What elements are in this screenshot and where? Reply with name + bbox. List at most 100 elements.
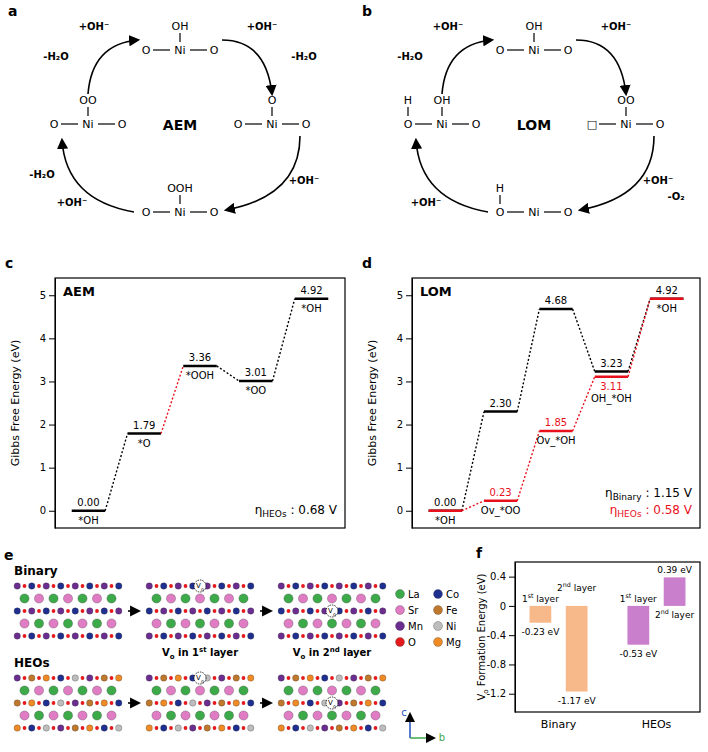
atom bbox=[169, 701, 173, 705]
atom bbox=[37, 726, 41, 730]
text-part: O bbox=[302, 118, 311, 131]
connector bbox=[517, 309, 539, 412]
atom bbox=[169, 676, 173, 680]
atom-label: O bbox=[234, 118, 243, 131]
atom bbox=[184, 584, 188, 588]
text-part: O bbox=[142, 44, 151, 57]
bar bbox=[664, 577, 686, 606]
atom bbox=[242, 726, 246, 730]
legend-swatch bbox=[434, 606, 443, 615]
atom bbox=[287, 609, 291, 613]
axis-arrow bbox=[409, 714, 411, 738]
text-part: OH bbox=[172, 20, 189, 33]
tick-label: 1 bbox=[40, 462, 46, 473]
atom bbox=[78, 711, 87, 720]
atom bbox=[219, 675, 225, 681]
atom bbox=[380, 675, 386, 681]
atom bbox=[29, 725, 35, 731]
text-part: -H₂O bbox=[29, 169, 54, 180]
bond bbox=[544, 49, 561, 50]
row-label: HEOs bbox=[14, 656, 50, 670]
atom-label: Ni bbox=[266, 118, 277, 131]
tick: 0 bbox=[500, 601, 515, 612]
atom bbox=[345, 676, 349, 680]
atom bbox=[278, 608, 284, 614]
text-part: 3.11 bbox=[600, 381, 622, 392]
data-label: 0.00 bbox=[434, 497, 456, 508]
atom bbox=[345, 701, 349, 705]
text-part: Co bbox=[446, 589, 459, 600]
annotation-subscript: HEOs bbox=[262, 509, 287, 519]
atom bbox=[63, 711, 72, 720]
atom bbox=[58, 608, 64, 614]
atom bbox=[95, 676, 99, 680]
text-part: 0.00 bbox=[77, 497, 99, 508]
annotation-subscript: HEOs bbox=[617, 509, 642, 519]
text-part: O bbox=[50, 118, 59, 131]
atom bbox=[161, 583, 167, 589]
text-part: 1 bbox=[192, 647, 199, 658]
atom bbox=[14, 633, 20, 639]
plot-frame bbox=[515, 562, 700, 712]
energy-level bbox=[539, 430, 572, 433]
text-part: -0.23 eV bbox=[521, 627, 560, 637]
atom bbox=[213, 609, 217, 613]
adsorbate-label: OH bbox=[434, 94, 451, 107]
text-part: Ni bbox=[620, 118, 631, 131]
text-part: LOM bbox=[517, 117, 551, 133]
atom bbox=[152, 619, 161, 628]
atom bbox=[239, 711, 248, 720]
tick-label: 0 bbox=[500, 601, 506, 612]
text-part: b bbox=[439, 732, 445, 743]
bond bbox=[190, 49, 207, 50]
text-part: 4.92 bbox=[300, 285, 322, 296]
atom bbox=[169, 726, 173, 730]
structures: eBinaryVoVoHEOsVoVoVo in 1st layerVo in … bbox=[4, 547, 461, 743]
atom bbox=[175, 675, 181, 681]
atom bbox=[371, 686, 380, 695]
atom bbox=[81, 701, 85, 705]
atom bbox=[184, 634, 188, 638]
text-part: a bbox=[8, 3, 17, 19]
atom bbox=[116, 725, 122, 731]
tick-label: 0 bbox=[397, 505, 403, 516]
category-label: 2nd layer bbox=[655, 608, 694, 620]
atom bbox=[380, 633, 386, 639]
legend-entry: Mg bbox=[446, 637, 461, 648]
atom bbox=[371, 594, 380, 603]
atom bbox=[29, 675, 35, 681]
atom bbox=[110, 701, 114, 705]
bar-chart: f-1.2-0.8-0.400.4Vo Formation Energy (eV… bbox=[476, 545, 700, 731]
text-part: OOH bbox=[167, 182, 193, 195]
atom bbox=[356, 619, 365, 628]
bond bbox=[153, 49, 170, 50]
tick-label: 3 bbox=[397, 376, 403, 387]
text-part: *O bbox=[138, 438, 151, 449]
atom bbox=[284, 594, 293, 603]
atom bbox=[72, 583, 78, 589]
atom bbox=[298, 686, 307, 695]
atom bbox=[359, 701, 363, 705]
tick-mark bbox=[49, 468, 55, 469]
bond bbox=[507, 211, 524, 212]
atom bbox=[146, 675, 152, 681]
panel-label: b bbox=[362, 3, 372, 19]
atom bbox=[293, 725, 299, 731]
bond bbox=[441, 107, 442, 116]
atom bbox=[63, 619, 72, 628]
atom bbox=[380, 725, 386, 731]
vacancy-label: Vo bbox=[328, 699, 336, 709]
atom bbox=[152, 594, 161, 603]
atom bbox=[58, 725, 64, 731]
text-part: O bbox=[656, 118, 665, 131]
text-part: +OH⁻ bbox=[643, 175, 674, 186]
text-part: o bbox=[201, 586, 204, 592]
text-part: -H₂O bbox=[397, 51, 422, 62]
data-label: 4.92 bbox=[300, 285, 322, 296]
step-label: -O₂ bbox=[667, 191, 684, 202]
axis-line bbox=[55, 279, 56, 529]
atom bbox=[336, 583, 342, 589]
energy-level bbox=[295, 297, 328, 300]
text-part: e bbox=[4, 547, 14, 563]
atom bbox=[87, 583, 93, 589]
